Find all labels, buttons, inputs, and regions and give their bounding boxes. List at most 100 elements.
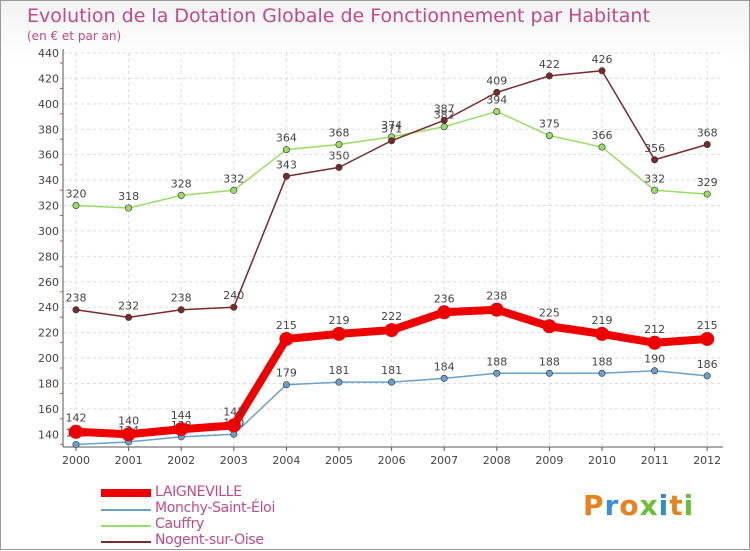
data-label: 238	[66, 292, 87, 305]
data-point	[384, 323, 399, 338]
data-point	[282, 146, 290, 154]
x-tick-label: 2004	[272, 454, 300, 467]
data-point	[177, 306, 185, 314]
legend-label: Nogent-sur-Oise	[155, 532, 264, 548]
data-label: 343	[276, 158, 297, 171]
data-point	[230, 303, 238, 311]
data-label: 181	[381, 364, 402, 377]
data-label: 181	[329, 364, 350, 377]
y-tick-label: 180	[38, 377, 59, 390]
data-point	[700, 331, 715, 346]
legend-swatch	[101, 525, 151, 527]
data-label: 371	[381, 123, 402, 136]
legend-item: LAIGNEVILLE	[101, 484, 361, 501]
data-point	[230, 186, 238, 194]
data-label: 364	[276, 132, 297, 145]
data-label: 188	[539, 355, 560, 368]
data-label: 236	[434, 292, 455, 305]
data-label: 144	[171, 409, 192, 422]
x-tick-label: 2002	[167, 454, 195, 467]
data-label: 426	[592, 53, 613, 66]
data-label: 215	[276, 319, 297, 332]
y-tick-label: 220	[38, 327, 59, 340]
data-point	[174, 422, 189, 437]
data-point	[335, 141, 343, 149]
data-point	[651, 367, 659, 375]
x-tick-label: 2011	[641, 454, 669, 467]
logo-letter: r	[604, 489, 620, 522]
data-point	[279, 331, 294, 346]
data-label: 368	[329, 127, 350, 140]
legend-swatch	[101, 489, 151, 497]
data-label: 356	[644, 142, 665, 155]
data-point	[125, 313, 133, 321]
data-point	[598, 67, 606, 75]
y-tick-label: 260	[38, 276, 59, 289]
legend-swatch	[101, 509, 151, 511]
y-tick-label: 280	[38, 250, 59, 263]
data-label: 212	[644, 323, 665, 336]
data-point	[69, 424, 83, 439]
data-label: 318	[118, 190, 139, 203]
logo-letter: i	[658, 489, 670, 522]
data-point	[703, 190, 711, 198]
x-tick-label: 2006	[378, 454, 406, 467]
data-label: 190	[644, 353, 665, 366]
data-point	[335, 163, 343, 171]
legend-label: Cauffry	[155, 516, 205, 532]
x-tick-label: 2003	[220, 454, 248, 467]
data-label: 422	[539, 58, 560, 71]
chart-legend: LAIGNEVILLE Monchy-Saint-Éloi Cauffry No…	[101, 484, 361, 549]
data-label: 350	[329, 149, 350, 162]
data-label: 394	[486, 93, 507, 106]
y-tick-label: 140	[38, 428, 59, 441]
y-tick-label: 320	[38, 200, 59, 213]
x-tick-label: 2008	[483, 454, 511, 467]
data-label: 222	[381, 310, 402, 323]
data-label: 328	[171, 177, 192, 190]
data-point	[125, 204, 133, 212]
data-label: 225	[539, 306, 560, 319]
data-point	[703, 372, 711, 380]
data-label: 140	[118, 414, 139, 427]
data-label: 382	[434, 109, 455, 122]
data-point	[651, 186, 659, 194]
data-label: 219	[329, 314, 350, 327]
data-label: 329	[697, 176, 718, 189]
data-point	[545, 132, 553, 140]
logo-letter: P	[583, 489, 605, 522]
x-tick-label: 2005	[325, 454, 353, 467]
data-point	[493, 369, 501, 377]
legend-label: Monchy-Saint-Éloi	[155, 500, 276, 516]
data-point	[282, 381, 290, 389]
data-label: 375	[539, 118, 560, 131]
chart-title: Evolution de la Dotation Globale de Fonc…	[27, 5, 650, 27]
data-label: 238	[171, 292, 192, 305]
data-point	[72, 202, 80, 210]
data-point	[489, 302, 504, 317]
data-point	[440, 116, 448, 124]
data-point	[545, 72, 553, 80]
logo-letter: i	[683, 489, 695, 522]
data-point	[545, 369, 553, 377]
data-label: 240	[223, 289, 244, 302]
data-point	[437, 305, 452, 320]
data-label: 147	[223, 405, 244, 418]
y-tick-label: 240	[38, 301, 59, 314]
data-point	[598, 369, 606, 377]
logo-letter: x	[639, 489, 659, 522]
y-tick-label: 200	[38, 352, 59, 365]
y-tick-label: 360	[38, 149, 59, 162]
data-label: 232	[118, 299, 139, 312]
legend-item: Nogent-sur-Oise	[101, 532, 361, 549]
legend-label: LAIGNEVILLE	[155, 484, 242, 500]
data-label: 374	[381, 119, 402, 132]
y-tick-label: 300	[38, 225, 59, 238]
data-label: 320	[66, 188, 87, 201]
plot-area	[63, 53, 723, 447]
data-label: 238	[486, 290, 507, 303]
y-tick-label: 160	[38, 403, 59, 416]
data-point	[121, 427, 136, 442]
